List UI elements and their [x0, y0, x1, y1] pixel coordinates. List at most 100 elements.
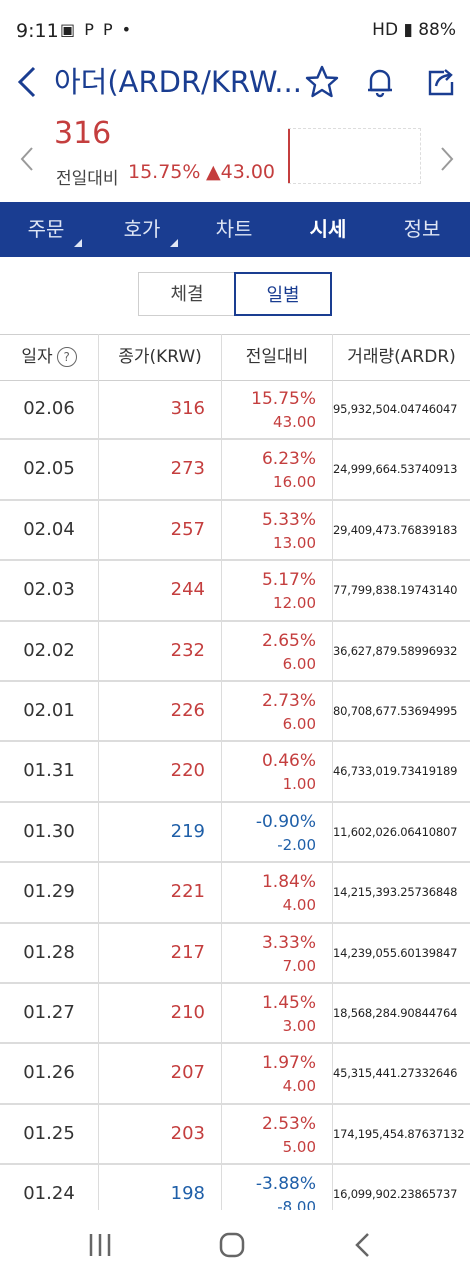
table-row[interactable]: 01.31 220 0.46% 1.00 46,733,019.73419189 [0, 742, 470, 803]
cell-close: 217 [170, 941, 205, 963]
change-label: 전일대비 [56, 169, 119, 189]
tab-bar: 주문 호가 차트 시세 정보 [0, 202, 470, 257]
cell-volume: 46,733,019.73419189 [333, 764, 458, 779]
cell-volume: 29,409,473.76839183 [333, 522, 458, 537]
caret-icon [170, 239, 178, 247]
cell-close: 210 [170, 1001, 205, 1023]
tab-label: 호가 [123, 217, 161, 241]
cell-change-amount: -8.00 [277, 1198, 316, 1210]
segment-daily[interactable]: 일별 [234, 272, 332, 316]
cell-change-amount: 6.00 [282, 714, 316, 733]
cell-change-amount: 4.00 [282, 896, 316, 915]
mini-chart[interactable] [288, 128, 421, 184]
cell-change-amount: 1.00 [282, 775, 316, 794]
cell-change-percent: 15.75% [251, 389, 316, 409]
tab-info[interactable]: 정보 [390, 202, 454, 257]
column-divider [221, 334, 222, 1214]
cell-date: 02.06 [23, 398, 75, 419]
cell-close: 203 [170, 1122, 205, 1144]
cell-close: 207 [170, 1062, 205, 1084]
system-back-icon[interactable] [344, 1228, 384, 1262]
current-price: 316 [54, 116, 112, 151]
cell-change-amount: -2.00 [277, 835, 316, 854]
cell-date: 01.27 [23, 1001, 75, 1023]
cell-change-percent: 5.17% [261, 570, 316, 591]
cell-volume: 24,999,664.53740913 [333, 462, 458, 477]
table-row[interactable]: 01.24 198 -3.88% -8.00 16,099,902.23865737 [0, 1165, 470, 1210]
table-row[interactable]: 01.25 203 2.53% 5.00 174,195,454.87637132 [0, 1105, 470, 1166]
table-row[interactable]: 01.26 207 1.97% 4.00 45,315,441.27332646 [0, 1044, 470, 1105]
share-icon[interactable] [422, 64, 458, 100]
tab-orderbook[interactable]: 호가 [110, 202, 178, 257]
price-summary: 316 전일대비 15.75% ▲43.00 [0, 110, 470, 190]
cell-date: 02.03 [23, 579, 75, 601]
cell-date: 01.28 [23, 941, 75, 963]
daily-price-table[interactable]: 02.06 316 15.75% 43.00 95,932,504.04746047 02… [0, 380, 470, 1210]
tab-label: 정보 [403, 217, 441, 241]
cell-change-amount: 12.00 [273, 594, 316, 613]
prev-coin-icon[interactable] [18, 144, 38, 174]
cell-change-percent: 1.45% [261, 992, 316, 1013]
cell-volume: 11,602,026.06410807 [333, 824, 458, 839]
table-row[interactable]: 02.02 232 2.65% 6.00 36,627,879.58996932 [0, 622, 470, 682]
cell-change-percent: 0.46% [261, 751, 316, 772]
cell-change-amount: 7.00 [282, 956, 316, 975]
cell-date: 01.29 [23, 881, 75, 903]
header-date-label: 일자 [21, 347, 53, 367]
cell-date: 01.31 [23, 760, 75, 782]
column-divider [332, 334, 333, 1214]
table-row[interactable]: 01.30 219 -0.90% -2.00 11,602,026.06410807 [0, 803, 470, 864]
recent-apps-icon[interactable] [80, 1228, 120, 1262]
cell-change-percent: -3.88% [255, 1174, 316, 1195]
cell-close: 273 [170, 458, 205, 480]
cell-change-percent: 2.73% [261, 690, 316, 711]
cell-change-percent: 6.23% [261, 449, 316, 470]
next-coin-icon[interactable] [436, 144, 456, 174]
table-row[interactable]: 02.01 226 2.73% 6.00 80,708,677.53694995 [0, 682, 470, 743]
status-time: 9:11 [16, 20, 59, 42]
segment-trades[interactable]: 체결 [138, 272, 236, 316]
cell-close: 226 [170, 699, 205, 721]
cell-volume: 77,799,838.19743140 [333, 583, 458, 598]
tab-chart[interactable]: 차트 [202, 202, 266, 257]
cell-change-percent: 1.84% [261, 872, 316, 893]
header-date: 일자? [0, 334, 98, 380]
back-icon[interactable] [14, 62, 44, 102]
cell-close: 198 [170, 1183, 205, 1205]
table-row[interactable]: 02.06 316 15.75% 43.00 95,932,504.04746047 [0, 380, 470, 441]
cell-close: 220 [170, 760, 205, 782]
cell-date: 01.30 [23, 820, 75, 842]
cell-change-amount: 13.00 [273, 533, 316, 552]
caret-icon [74, 239, 82, 247]
cell-volume: 14,239,055.60139847 [333, 945, 458, 960]
cell-volume: 80,708,677.53694995 [333, 703, 458, 718]
cell-close: 232 [170, 639, 205, 661]
cell-close: 244 [170, 579, 205, 601]
cell-close: 316 [170, 398, 205, 419]
table-row[interactable]: 01.27 210 1.45% 3.00 18,568,284.90844764 [0, 984, 470, 1045]
cell-volume: 14,215,393.25736848 [333, 885, 458, 900]
tab-label: 주문 [27, 217, 65, 241]
table-row[interactable]: 01.28 217 3.33% 7.00 14,239,055.60139847 [0, 924, 470, 984]
table-row[interactable]: 01.29 221 1.84% 4.00 14,215,393.25736848 [0, 863, 470, 924]
star-icon[interactable] [304, 64, 340, 100]
cell-close: 219 [170, 820, 205, 842]
cell-change-amount: 3.00 [282, 1016, 316, 1035]
header-change: 전일대비 [245, 347, 309, 367]
cell-change-amount: 43.00 [273, 413, 316, 431]
table-row[interactable]: 02.05 273 6.23% 16.00 24,999,664.53740913 [0, 440, 470, 501]
cell-change-amount: 16.00 [273, 473, 316, 492]
tab-label: 시세 [309, 217, 347, 241]
home-icon[interactable] [212, 1228, 252, 1262]
table-row[interactable]: 02.03 244 5.17% 12.00 77,799,838.19743140 [0, 561, 470, 622]
cell-date: 01.26 [23, 1062, 75, 1084]
help-icon[interactable]: ? [56, 347, 77, 367]
cell-change-amount: 5.00 [282, 1137, 316, 1156]
cell-close: 257 [170, 518, 205, 540]
cell-date: 01.24 [23, 1183, 75, 1205]
cell-date: 02.05 [23, 458, 75, 480]
tab-order[interactable]: 주문 [14, 202, 82, 257]
tab-quotes[interactable]: 시세 [296, 202, 360, 257]
table-row[interactable]: 02.04 257 5.33% 13.00 29,409,473.76839183 [0, 501, 470, 562]
bell-icon[interactable] [362, 64, 398, 100]
